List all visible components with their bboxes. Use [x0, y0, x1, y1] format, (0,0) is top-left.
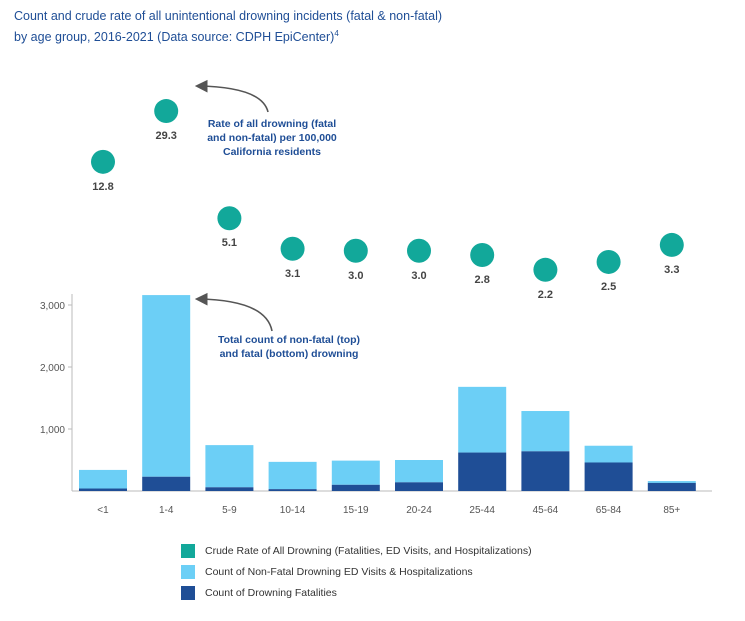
x-tick-label: 15-19	[343, 505, 369, 516]
rate-label: 2.2	[538, 289, 553, 301]
bar-fatal-25-44	[458, 452, 507, 491]
bar-nonfatal-1-4	[142, 295, 191, 477]
legend-label: Count of Drowning Fatalities	[205, 587, 337, 599]
x-tick-label: <1	[97, 505, 109, 516]
legend-swatch	[181, 565, 195, 579]
x-tick-label: 65-84	[596, 505, 622, 516]
bar-fatal-1-4	[142, 476, 191, 491]
rate-annotation-line: California residents	[223, 146, 321, 158]
legend-swatch	[181, 586, 195, 600]
rate-label: 29.3	[155, 130, 176, 142]
bar-nonfatal-5-9	[205, 445, 254, 488]
legend-item: Count of Drowning Fatalities	[181, 583, 532, 603]
chart-title: Count and crude rate of all unintentiona…	[14, 8, 614, 46]
rate-label: 2.8	[475, 274, 490, 286]
bar-nonfatal-65-84	[584, 445, 633, 463]
count-annotation-line: Total count of non-fatal (top)	[218, 334, 360, 346]
rate-dot-65-84	[596, 249, 621, 274]
y-tick-label: 1,000	[40, 425, 65, 436]
rate-label: 3.3	[664, 264, 679, 276]
legend-swatch	[181, 544, 195, 558]
count-annotation-arrow	[194, 292, 273, 332]
rate-label: 5.1	[222, 237, 237, 249]
legend-item: Crude Rate of All Drowning (Fatalities, …	[181, 541, 532, 561]
x-tick-label: 25-44	[469, 505, 495, 516]
bar-fatal-<1	[79, 488, 127, 491]
title-line-1: Count and crude rate of all unintentiona…	[14, 9, 443, 23]
x-tick-label: 85+	[663, 505, 680, 516]
x-tick-label: 45-64	[533, 505, 559, 516]
bar-fatal-65-84	[584, 462, 633, 491]
x-tick-label: 10-14	[280, 505, 306, 516]
bar-fatal-20-24	[395, 482, 443, 491]
legend-item: Count of Non-Fatal Drowning ED Visits & …	[181, 562, 532, 582]
bar-nonfatal-45-64	[521, 411, 570, 452]
x-tick-label: 20-24	[406, 505, 432, 516]
bar-fatal-5-9	[205, 487, 254, 491]
bar-fatal-10-14	[268, 489, 317, 491]
rate-dot-10-14	[280, 236, 305, 261]
rate-annotation-line: and non-fatal) per 100,000	[207, 132, 337, 144]
rate-label: 3.0	[348, 270, 363, 282]
bar-nonfatal-25-44	[458, 386, 507, 453]
x-tick-label: 1-4	[159, 505, 174, 516]
y-tick-label: 3,000	[40, 301, 65, 312]
bar-fatal-85+	[647, 482, 696, 491]
bar-nonfatal-<1	[79, 469, 127, 489]
rate-label: 3.1	[285, 268, 300, 280]
rate-dot-<1	[91, 149, 115, 174]
legend: Crude Rate of All Drowning (Fatalities, …	[181, 541, 532, 604]
rate-label: 3.0	[411, 270, 426, 282]
bar-nonfatal-10-14	[268, 461, 317, 490]
rate-dot-25-44	[470, 243, 495, 267]
count-annotation-line: and fatal (bottom) drowning	[220, 348, 359, 360]
bar-nonfatal-20-24	[395, 460, 443, 483]
rate-dot-45-64	[533, 257, 558, 282]
y-tick-label: 2,000	[40, 363, 65, 374]
rate-dot-85+	[659, 232, 684, 257]
title-superscript: 4	[334, 29, 339, 38]
legend-label: Crude Rate of All Drowning (Fatalities, …	[205, 545, 532, 557]
rate-annotation-line: Rate of all drowning (fatal	[208, 118, 336, 130]
rate-dot-5-9	[217, 206, 242, 231]
bar-fatal-45-64	[521, 451, 570, 491]
rate-dot-15-19	[343, 238, 368, 263]
bar-fatal-15-19	[331, 484, 380, 491]
rate-label: 2.5	[601, 281, 616, 293]
x-tick-label: 5-9	[222, 505, 237, 516]
rate-dot-1-4	[154, 99, 179, 124]
title-line-2: by age group, 2016-2021 (Data source: CD…	[14, 30, 335, 45]
rate-dot-20-24	[407, 238, 431, 263]
bar-nonfatal-85+	[647, 481, 696, 483]
legend-label: Count of Non-Fatal Drowning ED Visits & …	[205, 566, 473, 578]
rate-label: 12.8	[92, 181, 113, 193]
bar-nonfatal-15-19	[331, 460, 380, 485]
rate-annotation-arrow	[194, 79, 269, 113]
